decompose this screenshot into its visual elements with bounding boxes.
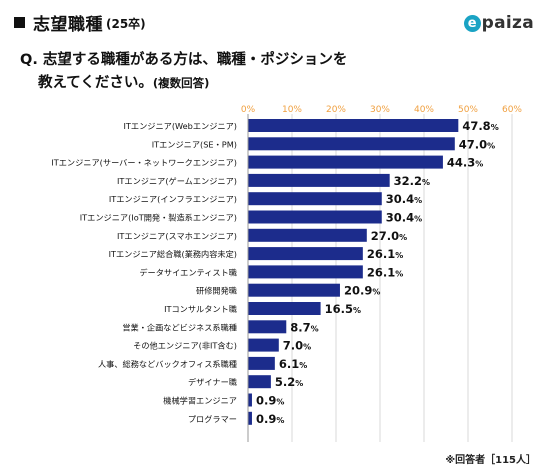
bar: [248, 320, 287, 334]
data-label-unit: %: [414, 196, 422, 205]
data-label: 27.0%: [371, 229, 407, 243]
bar: [248, 375, 271, 389]
data-label-unit: %: [276, 398, 284, 407]
category-label: ITエンジニア(サーバー・ネットワークエンジニア): [51, 158, 237, 168]
bar: [248, 210, 382, 224]
bar: [248, 411, 252, 425]
data-label: 20.9%: [344, 284, 380, 298]
category-label: 人事、総務などバックオフィス系職種: [98, 359, 237, 369]
x-tick-label: 60%: [502, 105, 522, 115]
category-label: データサイエンティスト職: [139, 267, 237, 277]
data-label: 44.3%: [447, 156, 483, 170]
data-label-unit: %: [399, 233, 407, 242]
respondents-footnote: ※回答者［115人］: [445, 455, 536, 466]
data-label-unit: %: [276, 416, 284, 425]
bar: [248, 137, 455, 151]
category-label: ITコンサルタント職: [164, 304, 237, 314]
category-label: デザイナー職: [188, 377, 237, 387]
x-tick-label: 0%: [241, 105, 256, 115]
data-label-unit: %: [487, 141, 495, 150]
data-label: 0.9%: [256, 394, 284, 408]
data-label: 47.0%: [459, 137, 495, 151]
data-label: 0.9%: [256, 412, 284, 426]
header-square-icon: [14, 16, 25, 28]
x-tick-label: 30%: [370, 105, 390, 115]
logo-mark-icon: e: [463, 14, 481, 32]
category-label: ITエンジニア(Webエンジニア): [123, 121, 237, 131]
bar: [248, 265, 363, 279]
category-label: ITエンジニア総合職(業務内容未定): [109, 249, 237, 259]
x-tick-label: 40%: [414, 105, 434, 115]
data-label: 30.4%: [386, 211, 422, 225]
data-label: 30.4%: [386, 192, 422, 206]
bar: [248, 393, 252, 407]
question-note: (複数回答): [152, 76, 210, 90]
data-label-unit: %: [299, 361, 307, 370]
data-label-unit: %: [491, 123, 499, 132]
question-text: Q. 志望する職種がある方は、職種・ポジションを 教えてください。(複数回答): [20, 49, 520, 95]
data-label-unit: %: [395, 251, 403, 260]
bar: [248, 119, 459, 132]
logo-text: paiza: [481, 13, 534, 33]
bar: [248, 247, 363, 261]
category-label: ITエンジニア(IoT開発・製造系エンジニア): [80, 213, 237, 223]
data-label-unit: %: [372, 288, 380, 297]
question-line2-wrap: 教えてください。(複数回答): [20, 72, 520, 95]
category-label: ITエンジニア(スマホエンジニア): [117, 231, 237, 241]
data-label-unit: %: [303, 343, 311, 352]
data-label-unit: %: [295, 379, 303, 388]
data-label-unit: %: [475, 160, 483, 169]
data-label-unit: %: [311, 324, 319, 333]
data-label: 8.7%: [290, 320, 318, 334]
data-label: 26.1%: [367, 247, 403, 261]
category-label: 研修開発職: [196, 286, 237, 296]
bar: [248, 302, 321, 315]
category-label: ITエンジニア(インフラエンジニア): [109, 194, 237, 204]
category-label: その他エンジニア(非IT含む): [133, 341, 237, 351]
bar: [248, 356, 275, 370]
data-label: 16.5%: [325, 302, 361, 316]
bar: [248, 192, 382, 206]
data-label-unit: %: [422, 178, 430, 187]
header-subtitle: (25卒): [106, 17, 146, 31]
bar: [248, 338, 279, 352]
paiza-logo: e paiza: [463, 13, 534, 33]
category-label: ITエンジニア(SE・PM): [152, 139, 237, 149]
data-label: 47.8%: [462, 119, 498, 133]
x-tick-label: 20%: [326, 105, 346, 115]
data-label-unit: %: [353, 306, 361, 315]
data-label-unit: %: [395, 269, 403, 278]
data-label: 32.2%: [394, 174, 430, 188]
data-label: 5.2%: [275, 375, 303, 389]
data-label: 6.1%: [279, 357, 307, 371]
x-tick-label: 50%: [458, 105, 478, 115]
bar: [248, 228, 367, 242]
question-line2: 教えてください。: [38, 75, 153, 91]
category-label: 営業・企画などビジネス系職種: [122, 322, 237, 332]
data-label: 26.1%: [367, 265, 403, 279]
question-line1: Q. 志望する職種がある方は、職種・ポジションを: [20, 52, 348, 68]
header-title: 志望職種: [33, 14, 103, 35]
bar: [248, 283, 340, 297]
data-label-unit: %: [414, 215, 422, 224]
data-label: 7.0%: [283, 339, 311, 353]
bar: [248, 173, 390, 187]
bar: [248, 155, 443, 169]
chart-header: 志望職種 (25卒): [14, 10, 146, 35]
x-tick-label: 10%: [282, 105, 302, 115]
category-label: ITエンジニア(ゲームエンジニア): [117, 176, 237, 186]
category-label: 機械学習エンジニア: [163, 396, 237, 406]
category-label: プログラマー: [188, 414, 237, 424]
